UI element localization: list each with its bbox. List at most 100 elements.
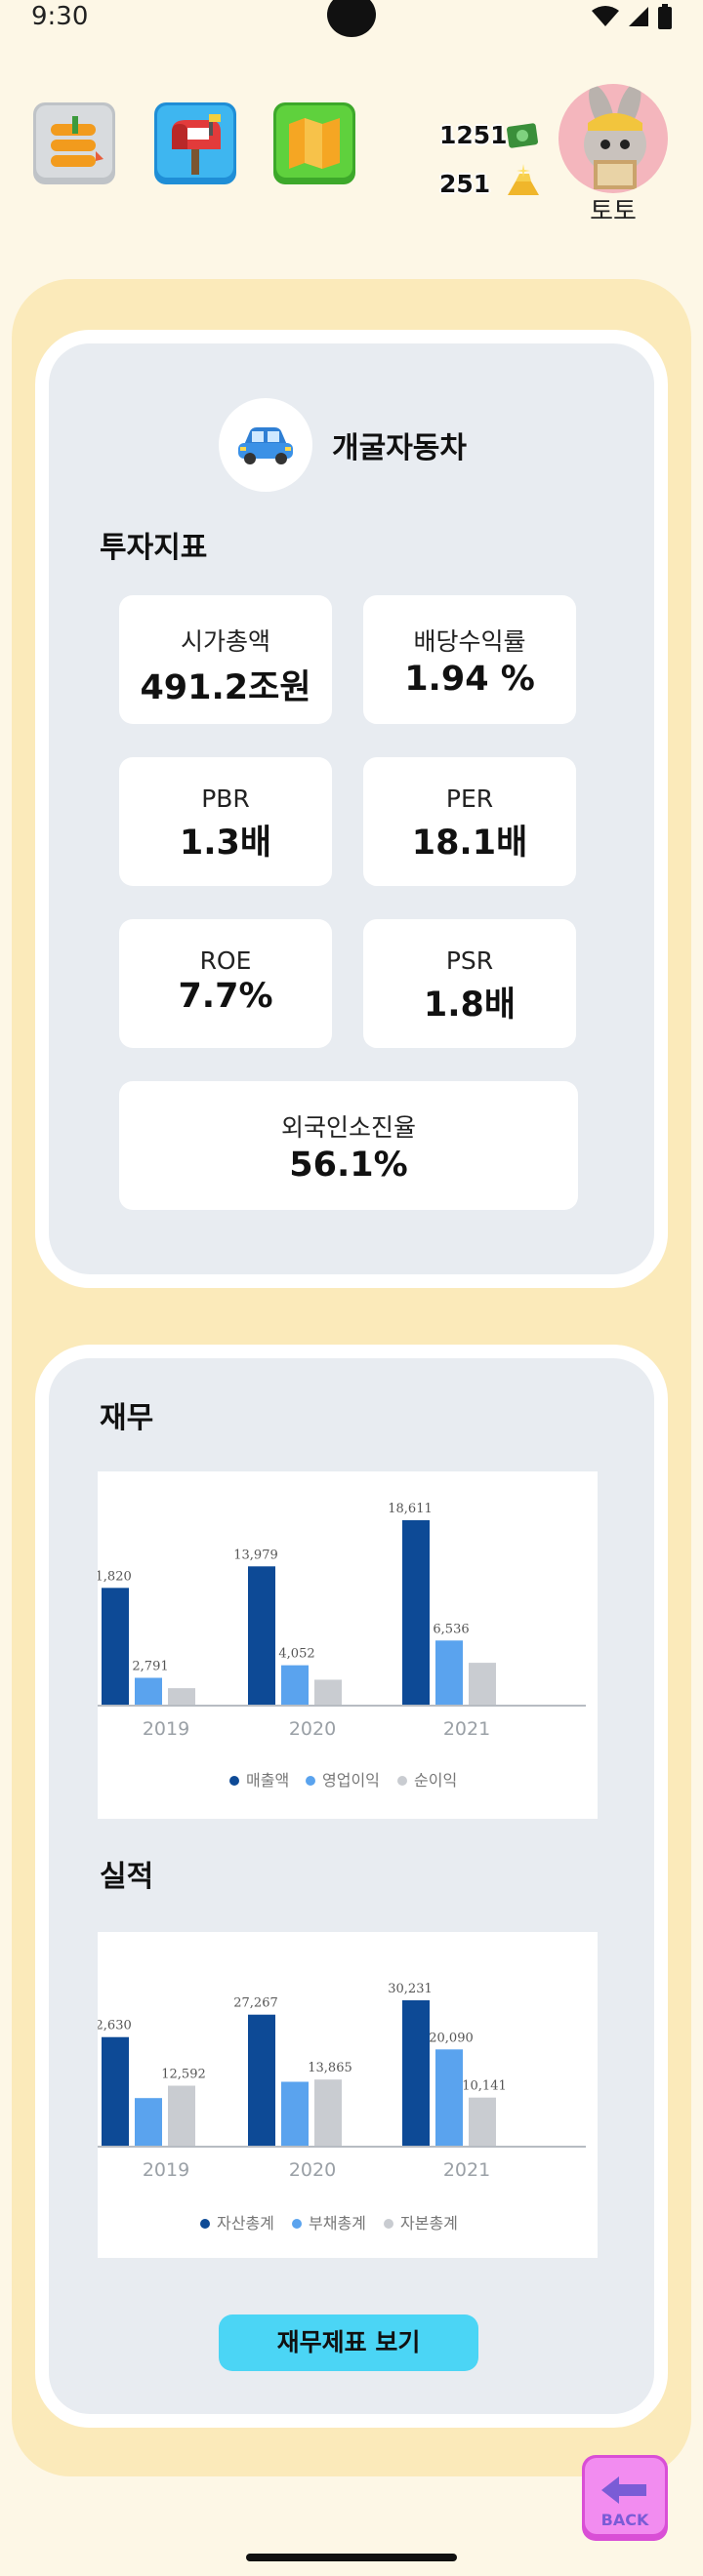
metric-label: 외국인소진율 [280, 1113, 416, 1142]
signal-icon [629, 7, 648, 26]
chart-bar [469, 1663, 496, 1706]
metric-value: 1.8배 [423, 986, 517, 1025]
chart-bar [281, 1665, 309, 1706]
metric-label: PBR [201, 785, 250, 813]
chart-data-label: 11,820 [98, 1569, 132, 1584]
chart-bar [402, 2000, 430, 2147]
metric-label: PSR [445, 946, 494, 975]
chart-data-label: 18,611 [388, 1502, 433, 1516]
gold-icon [508, 164, 539, 195]
legend-marker [229, 1776, 239, 1786]
mailbox-icon [154, 102, 236, 184]
legend-marker [397, 1776, 407, 1786]
camera-cutout [327, 0, 376, 37]
chart-tick-label: 2020 [289, 1718, 336, 1740]
legend-label: 영업이익 [322, 1771, 380, 1790]
finance-chart: 11,820 2,791 2019 13,979 4,052 2020 18,611 6,53… [98, 1471, 598, 1819]
chart-bar [314, 1679, 342, 1706]
legend-label: 순이익 [414, 1771, 457, 1790]
chart-bar [102, 2036, 129, 2147]
rabbit-avatar-icon [584, 84, 646, 189]
metric-foreign-ownership: 외국인소진율 56.1% [119, 1081, 578, 1210]
status-icons [592, 4, 672, 29]
finance-chart-svg: 11,820 2,791 2019 13,979 4,052 2020 18,611 6,53… [98, 1502, 586, 1790]
metric-value: 18.1배 [411, 824, 528, 863]
chart-data-label: 2,791 [132, 1660, 168, 1674]
money-icon [507, 123, 538, 148]
company-logo [219, 398, 312, 492]
performance-chart-svg: 22,630 12,592 2019 27,267 13,865 2020 30,231 20… [98, 1982, 586, 2233]
user-name: 토토 [590, 197, 637, 226]
chart-tick-label: 2021 [443, 2159, 490, 2181]
wifi-icon [592, 6, 619, 26]
chart-data-label: 13,865 [308, 2061, 352, 2075]
back-button[interactable]: BACK [582, 2455, 668, 2541]
chart-data-label: 6,536 [433, 1622, 469, 1636]
chart-tick-label: 2019 [143, 1718, 189, 1740]
company-name: 개굴자동차 [332, 431, 467, 465]
chart-bar [135, 2098, 162, 2147]
battery-icon [658, 4, 672, 29]
chart-tick-label: 2019 [143, 2159, 189, 2181]
metric-value: 1.3배 [179, 824, 272, 863]
legend-label: 부채총계 [309, 2214, 366, 2233]
map-button[interactable] [273, 102, 355, 184]
chart-bar [469, 2097, 496, 2147]
metric-psr: PSR 1.8배 [363, 919, 576, 1048]
mailbox-button[interactable] [154, 102, 236, 184]
metric-pbr: PBR 1.3배 [119, 757, 332, 886]
chart-bar [281, 2081, 309, 2147]
back-arrow-icon: BACK [582, 2455, 668, 2541]
gold-count: 251 [439, 170, 491, 198]
back-label: BACK [601, 2511, 649, 2529]
performance-title: 실적 [100, 1860, 154, 1894]
metric-dividend-yield: 배당수익률 1.94 % [363, 595, 576, 724]
home-indicator [246, 2554, 457, 2561]
chart-data-label: 12,592 [161, 2068, 206, 2082]
metric-label: ROE [199, 946, 252, 975]
chart-data-label: 4,052 [278, 1647, 314, 1662]
chart-data-label: 20,090 [429, 2031, 474, 2045]
chart-bar [102, 1588, 129, 1706]
legend-marker [292, 2219, 302, 2229]
notes-icon [33, 102, 115, 184]
notes-button[interactable] [33, 102, 115, 184]
chart-bar [168, 2085, 195, 2147]
chart-data-label: 13,979 [233, 1548, 278, 1562]
status-bar: 9:30 [0, 0, 703, 41]
metric-roe: ROE 7.7% [119, 919, 332, 1048]
avatar[interactable] [558, 84, 668, 193]
chart-bar [314, 2079, 342, 2147]
metric-label: 배당수익률 [413, 627, 526, 656]
metric-value: 7.7% [178, 977, 273, 1016]
chart-tick-label: 2021 [443, 1718, 490, 1740]
metric-label: 시가총액 [180, 627, 270, 656]
legend-label: 매출액 [246, 1771, 289, 1790]
chart-data-label: 22,630 [98, 2019, 132, 2033]
legend-marker [306, 1776, 315, 1786]
chart-bar [168, 1688, 195, 1706]
chart-bar [248, 2014, 275, 2147]
legend-label: 자산총계 [217, 2214, 274, 2233]
legend-marker [384, 2219, 393, 2229]
finance-title: 재무 [100, 1401, 154, 1435]
chart-bar [402, 1520, 430, 1706]
chart-bar [135, 1677, 162, 1706]
map-icon [273, 102, 355, 184]
status-time: 9:30 [31, 2, 89, 31]
metric-label: PER [445, 785, 494, 813]
metric-value: 1.94 % [404, 660, 535, 699]
legend-marker [200, 2219, 210, 2229]
chart-data-label: 10,141 [462, 2079, 507, 2094]
car-icon [238, 427, 293, 464]
chart-bar [435, 1640, 463, 1706]
performance-chart: 22,630 12,592 2019 27,267 13,865 2020 30,231 20… [98, 1932, 598, 2258]
chart-data-label: 27,267 [233, 1996, 278, 2011]
metric-per: PER 18.1배 [363, 757, 576, 886]
chart-bar [435, 2049, 463, 2147]
legend-label: 자본총계 [400, 2214, 458, 2233]
chart-data-label: 30,231 [388, 1982, 433, 1996]
view-statements-button[interactable]: 재무제표 보기 [219, 2314, 478, 2371]
coin-count: 1251 [439, 121, 508, 149]
metric-market-cap: 시가총액 491.2조원 [119, 595, 332, 724]
